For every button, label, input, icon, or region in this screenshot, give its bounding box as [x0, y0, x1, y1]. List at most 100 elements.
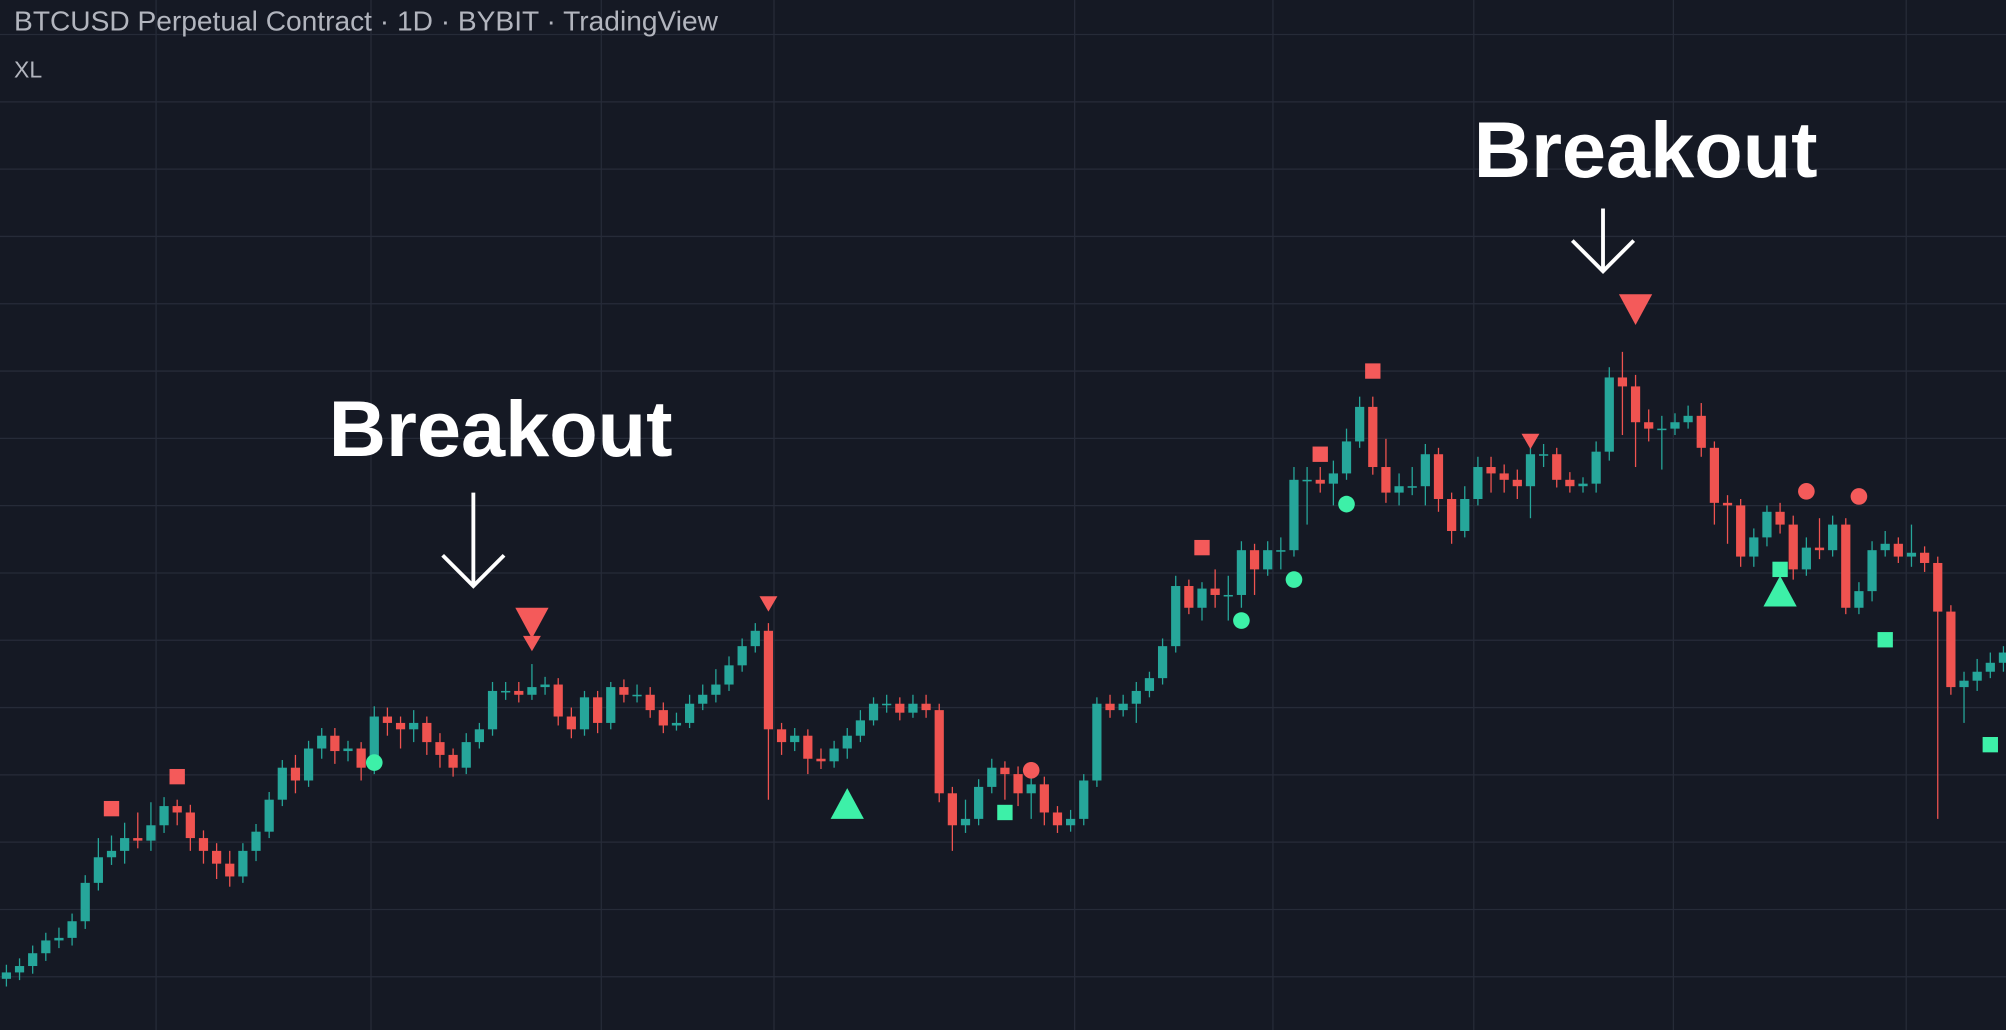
candle-body	[28, 953, 38, 967]
candle-body	[1854, 591, 1864, 608]
candle-body	[1591, 451, 1601, 484]
candle-body	[750, 630, 760, 647]
candle-body	[1985, 662, 1995, 672]
candle-body	[1000, 767, 1010, 775]
candle-body	[133, 838, 143, 841]
candle-body	[395, 722, 406, 730]
candle-body	[829, 748, 839, 762]
candle-body	[1039, 784, 1049, 813]
candle-body	[1709, 447, 1720, 503]
candle-body	[790, 735, 800, 743]
candle-body	[816, 758, 826, 762]
marker-square	[1194, 539, 1210, 556]
candle-body	[1499, 473, 1509, 480]
candle-body	[698, 694, 708, 704]
chart-title: BTCUSD Perpetual Contract · 1D · BYBIT ·…	[14, 5, 719, 36]
candle-body	[501, 690, 511, 693]
marker-square	[1365, 363, 1381, 379]
candle-body	[1144, 678, 1155, 691]
candle-body	[553, 684, 563, 717]
candle-body	[14, 966, 25, 973]
candle-body	[1263, 550, 1273, 570]
candle-body	[632, 694, 642, 697]
candle-body	[1407, 486, 1417, 488]
marker-square	[169, 768, 185, 785]
candle-body	[1841, 524, 1851, 608]
marker-circle	[1798, 483, 1815, 500]
candle-body	[461, 742, 471, 768]
candle-body	[93, 857, 103, 883]
candle-body	[1683, 415, 1693, 423]
candle-body	[527, 687, 537, 695]
candle-body	[54, 937, 64, 941]
candle-body	[251, 831, 261, 851]
candle-body	[763, 630, 774, 730]
marker-circle	[1338, 495, 1355, 513]
candle-body	[645, 694, 655, 711]
candle-body	[1341, 441, 1352, 474]
candle-body	[356, 748, 366, 768]
chart-subtitle: XL	[14, 57, 42, 83]
candle-body	[776, 729, 787, 743]
candle-body	[1893, 543, 1903, 557]
candle-body	[1197, 588, 1207, 608]
candle-body	[1276, 550, 1286, 552]
annotation-arrow	[1570, 208, 1636, 274]
candle-body	[1118, 703, 1128, 711]
candle-body	[1736, 505, 1746, 557]
candle-body	[1670, 422, 1680, 429]
candle-body	[947, 793, 957, 826]
candle-body	[1420, 454, 1430, 487]
candle-body	[934, 710, 944, 794]
candle-body	[1066, 818, 1076, 826]
candle-body	[1052, 812, 1063, 826]
candle-body	[1972, 671, 1982, 681]
candle-body	[1302, 479, 1312, 482]
annotation-text: Breakout	[329, 384, 673, 473]
candle-body	[159, 806, 169, 826]
candle-body	[1775, 511, 1785, 525]
candle-body	[1933, 562, 1943, 612]
candle-body	[842, 735, 852, 749]
candle-body	[1788, 524, 1798, 570]
candle-body	[1433, 454, 1444, 500]
candle-body	[41, 940, 51, 954]
candle-body	[1368, 406, 1378, 468]
candle-body	[277, 767, 287, 800]
candle-body	[1355, 406, 1365, 442]
annotation-arrow	[441, 492, 506, 589]
candle-body	[1184, 586, 1194, 608]
candle-body	[514, 690, 524, 695]
candle-body	[1394, 486, 1404, 493]
candle-body	[974, 786, 984, 819]
candle-body	[1473, 467, 1483, 500]
candle-body	[1026, 784, 1036, 794]
marker-triangle-down	[522, 635, 541, 652]
marker-circle	[1233, 612, 1250, 629]
candle-body	[1696, 415, 1706, 448]
candle-body	[855, 720, 866, 736]
candle-body	[895, 703, 905, 713]
candle-body	[290, 767, 301, 781]
candle-body	[1657, 428, 1667, 431]
candle-body	[1946, 611, 1956, 688]
candle-body	[1013, 774, 1023, 794]
candle-body	[1906, 552, 1917, 557]
candle-body	[921, 703, 931, 711]
candle-body	[409, 722, 419, 730]
candle-body	[619, 687, 629, 695]
marker-square	[1312, 446, 1328, 462]
candle-body	[1105, 703, 1115, 711]
candle-body	[1328, 473, 1338, 484]
candle-body	[1236, 550, 1247, 595]
marker-triangle-down	[759, 596, 778, 612]
marker-square	[1982, 736, 1998, 753]
candle-body	[1, 972, 12, 979]
marker-circle	[1850, 488, 1868, 505]
candle-body	[1722, 502, 1733, 506]
candle-body	[606, 687, 616, 723]
candle-body	[1920, 552, 1930, 563]
candle-body	[1079, 780, 1089, 819]
